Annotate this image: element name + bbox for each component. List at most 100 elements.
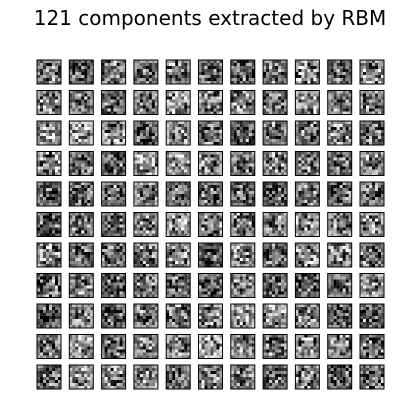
component-frame — [133, 181, 159, 207]
component-pixel — [342, 249, 346, 253]
component-pixel — [242, 221, 246, 225]
component-pixel — [278, 96, 282, 100]
component-pixel — [58, 136, 62, 140]
component-pixel — [230, 157, 234, 161]
component-pixel — [87, 264, 91, 268]
component-pixel — [198, 185, 202, 189]
component-pixel — [166, 136, 170, 140]
component-pixel — [327, 258, 331, 262]
component-pixel — [78, 63, 82, 67]
component-pixel — [219, 160, 223, 164]
component-pixel — [233, 93, 237, 97]
component-pixel — [40, 124, 44, 128]
component-pixel — [307, 160, 311, 164]
component-pixel — [372, 166, 376, 170]
component-pixel — [307, 166, 311, 170]
component-pixel — [90, 127, 94, 131]
component-pixel — [90, 60, 94, 64]
component-pixel — [213, 203, 217, 207]
component-pixel — [75, 172, 79, 176]
component-pixel — [119, 105, 123, 109]
component-pixel — [239, 264, 243, 268]
component-pixel — [230, 212, 234, 216]
component-pixel — [301, 78, 305, 82]
component-tile — [359, 59, 385, 85]
component-pixel — [55, 66, 59, 70]
component-pixel — [40, 90, 44, 94]
component-pixel — [58, 227, 62, 231]
component-pixel — [43, 121, 47, 125]
component-pixel — [281, 172, 285, 176]
component-pixel — [49, 93, 53, 97]
component-pixel — [184, 218, 188, 222]
component-tile — [165, 151, 191, 176]
component-pixel — [242, 243, 246, 247]
component-pixel — [213, 227, 217, 231]
component-pixel — [269, 264, 273, 268]
component-pixel — [69, 255, 73, 259]
component-pixel — [381, 157, 385, 161]
component-pixel — [381, 99, 385, 103]
component-pixel — [295, 233, 299, 237]
component-pixel — [304, 124, 308, 128]
component-pixel — [278, 182, 282, 186]
component-pixel — [216, 172, 220, 176]
component-pixel — [75, 194, 79, 198]
component-pixel — [198, 160, 202, 164]
component-pixel — [178, 108, 182, 112]
component-pixel — [90, 136, 94, 140]
component-tile — [359, 120, 385, 146]
component-pixel — [198, 99, 202, 103]
component-pixel — [101, 233, 105, 237]
component-pixel — [345, 197, 349, 201]
component-pixel — [263, 233, 267, 237]
component-pixel — [37, 136, 41, 140]
component-pixel — [52, 233, 56, 237]
component-tile — [133, 59, 159, 85]
component-pixel — [310, 215, 314, 219]
component-pixel — [242, 218, 246, 222]
component-pixel — [142, 108, 146, 112]
component-pixel — [175, 75, 179, 79]
component-pixel — [75, 142, 79, 146]
component-pixel — [154, 252, 158, 256]
component-pixel — [104, 69, 108, 73]
component-pixel — [40, 111, 44, 115]
component-pixel — [198, 224, 202, 228]
component-pixel — [172, 130, 176, 134]
component-pixel — [148, 151, 152, 155]
component-pixel — [37, 90, 41, 94]
component-pixel — [181, 233, 185, 237]
component-pixel — [75, 252, 79, 256]
component-pixel — [122, 255, 126, 259]
component-pixel — [207, 224, 211, 228]
component-pixel — [204, 90, 208, 94]
component-pixel — [49, 99, 53, 103]
component-pixel — [298, 124, 302, 128]
component-pixel — [316, 63, 320, 67]
component-pixel — [310, 127, 314, 131]
component-pixel — [342, 166, 346, 170]
component-pixel — [37, 230, 41, 234]
component-pixel — [58, 69, 62, 73]
component-pixel — [330, 136, 334, 140]
component-pixel — [248, 221, 252, 225]
component-pixel — [278, 121, 282, 125]
component-pixel — [213, 166, 217, 170]
component-pixel — [275, 233, 279, 237]
component-pixel — [348, 169, 352, 173]
component-pixel — [166, 197, 170, 201]
component-pixel — [342, 160, 346, 164]
component-pixel — [107, 139, 111, 143]
component-pixel — [378, 203, 382, 207]
component-pixel — [339, 188, 343, 192]
component-pixel — [310, 203, 314, 207]
component-pixel — [122, 233, 126, 237]
component-tile — [294, 181, 320, 207]
component-pixel — [78, 227, 82, 231]
component-pixel — [327, 163, 331, 167]
component-pixel — [78, 81, 82, 85]
component-pixel — [145, 90, 149, 94]
component-pixel — [119, 63, 123, 67]
component-pixel — [210, 212, 214, 216]
